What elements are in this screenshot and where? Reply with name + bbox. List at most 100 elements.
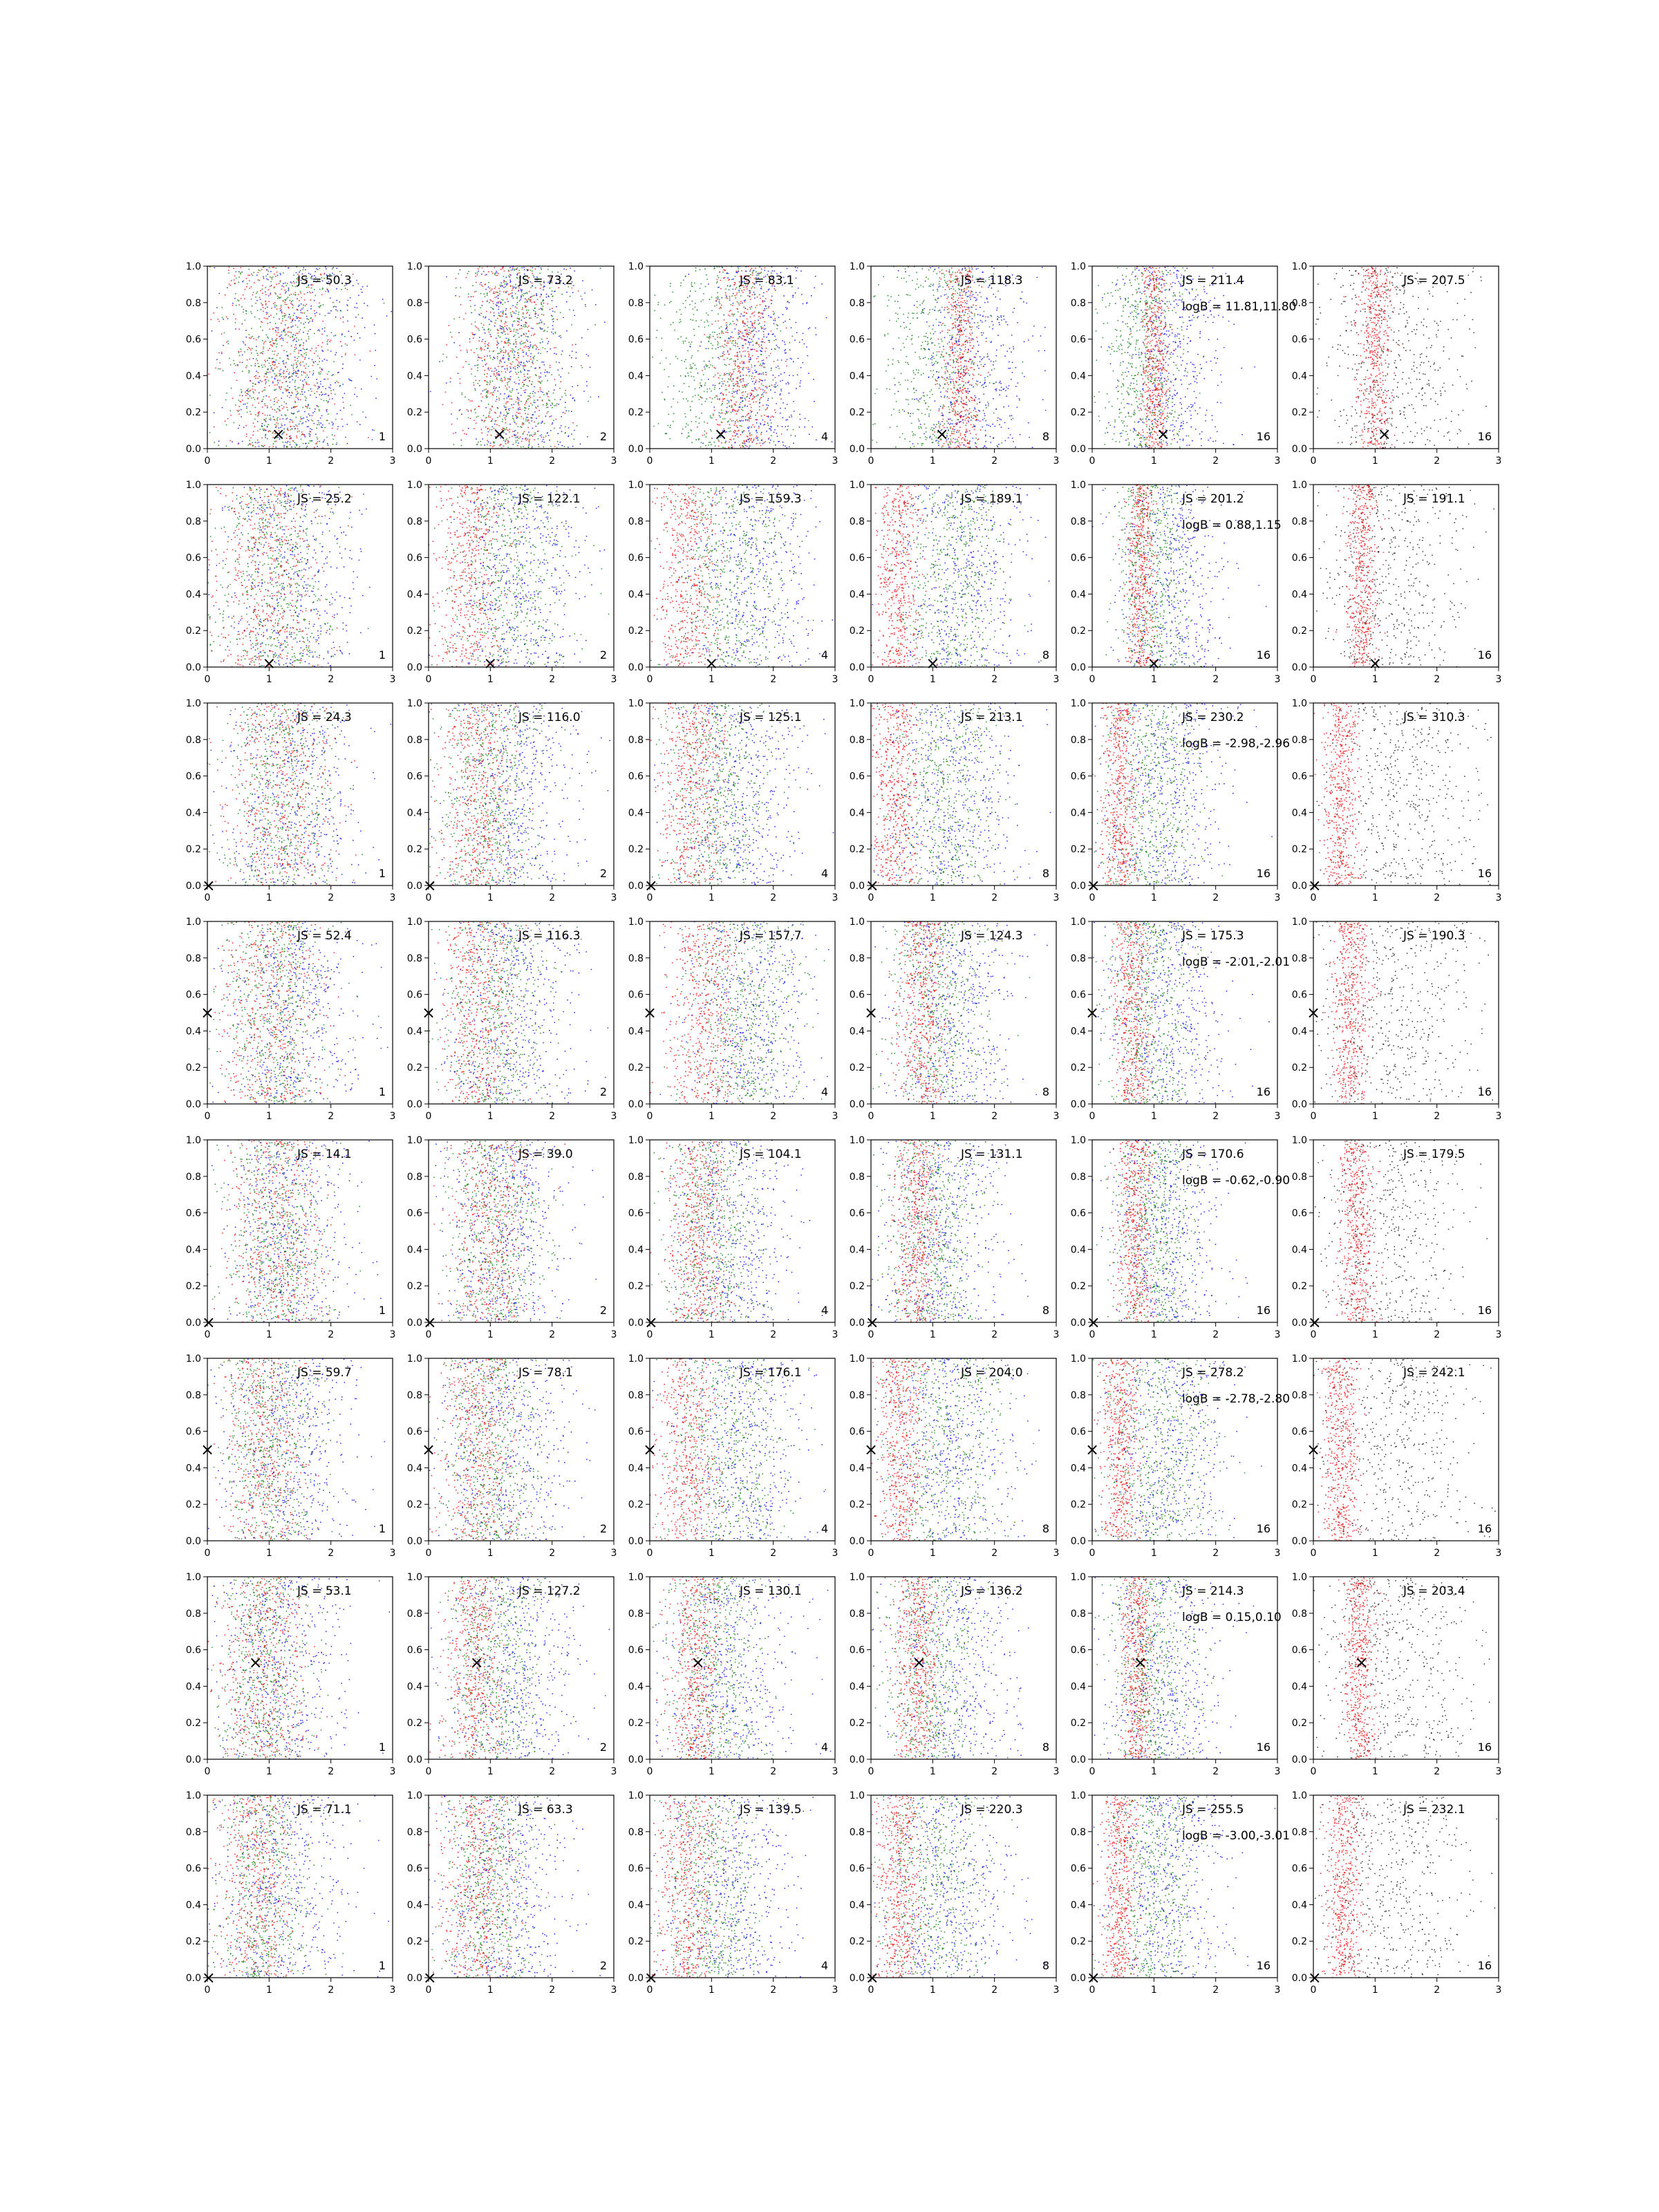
point-red (953, 384, 955, 386)
point-red (294, 347, 296, 348)
point-red (250, 444, 252, 445)
point-blue (932, 365, 933, 366)
point-blue (789, 447, 790, 448)
point-blue (761, 432, 762, 433)
point-blue (791, 359, 792, 360)
point-blue (343, 317, 344, 318)
point-green (790, 435, 791, 436)
point-green (498, 353, 499, 355)
point-green (500, 337, 501, 338)
point-green (541, 303, 542, 305)
point-green (214, 442, 215, 443)
point-red (735, 384, 736, 385)
point-blue (214, 412, 215, 413)
point-red (249, 359, 250, 360)
point-red (492, 447, 494, 448)
point-red (299, 331, 300, 332)
point-green (258, 337, 259, 339)
point-red (302, 312, 303, 314)
point-red (487, 429, 488, 430)
point-green (919, 428, 920, 429)
point-red (741, 356, 742, 357)
x-tick-label: 1 (487, 456, 494, 467)
point-green (556, 362, 557, 363)
point-green (560, 335, 561, 337)
point-blue (762, 317, 764, 318)
point-green (276, 359, 277, 361)
point-red (265, 287, 266, 288)
point-green (547, 331, 548, 332)
point-green (253, 272, 254, 273)
point-red (283, 364, 285, 365)
point-blue (1042, 399, 1044, 400)
point-blue (814, 401, 815, 402)
point-blue (508, 409, 509, 410)
point-red (771, 384, 773, 386)
point-green (688, 341, 690, 343)
point-blue (298, 306, 299, 307)
point-blue (288, 290, 290, 292)
point-green (476, 444, 478, 446)
point-blue (552, 311, 554, 312)
point-red (766, 357, 767, 359)
point-red (500, 326, 502, 327)
point-green (711, 431, 712, 432)
point-green (518, 377, 519, 378)
point-blue (482, 339, 484, 341)
point-red (479, 406, 480, 407)
point-red (950, 435, 951, 437)
point-blue (584, 292, 585, 294)
point-red (524, 376, 525, 377)
point-red (283, 300, 284, 301)
point-green (735, 405, 736, 406)
point-red (523, 390, 525, 391)
point-green (533, 358, 534, 359)
point-red (760, 397, 761, 399)
point-green (316, 427, 317, 429)
point-blue (301, 312, 302, 313)
point-blue (515, 368, 516, 370)
point-red (498, 373, 499, 375)
point-red (556, 319, 558, 320)
point-red (742, 338, 743, 339)
point-blue (312, 359, 313, 360)
point-red (269, 419, 270, 420)
x-tick-label: 1 (709, 456, 715, 467)
point-green (314, 289, 315, 290)
point-red (759, 365, 760, 366)
point-blue (481, 274, 482, 275)
point-red (756, 305, 758, 306)
point-green (921, 413, 923, 414)
point-green (769, 386, 771, 387)
point-blue (742, 400, 744, 402)
point-green (274, 404, 275, 405)
point-red (480, 393, 482, 395)
point-green (281, 331, 283, 332)
point-red (246, 433, 247, 435)
point-red (250, 413, 252, 415)
point-red (742, 392, 743, 393)
point-green (480, 444, 482, 446)
point-red (487, 435, 488, 436)
point-red (337, 310, 338, 312)
point-red (955, 352, 956, 353)
point-blue (503, 415, 505, 416)
point-red (960, 362, 962, 363)
point-blue (485, 317, 487, 318)
point-red (528, 330, 529, 332)
point-red (781, 433, 782, 435)
point-green (319, 361, 320, 362)
point-blue (735, 421, 736, 422)
point-blue (265, 312, 267, 313)
point-red (731, 380, 733, 382)
point-red (485, 284, 486, 285)
point-blue (550, 348, 551, 350)
point-blue (270, 292, 271, 294)
point-green (946, 420, 948, 422)
corner-label: 4 (821, 430, 828, 443)
point-green (495, 320, 496, 321)
point-green (332, 268, 333, 270)
point-red (270, 315, 272, 316)
point-blue (740, 382, 742, 383)
point-blue (288, 392, 290, 393)
